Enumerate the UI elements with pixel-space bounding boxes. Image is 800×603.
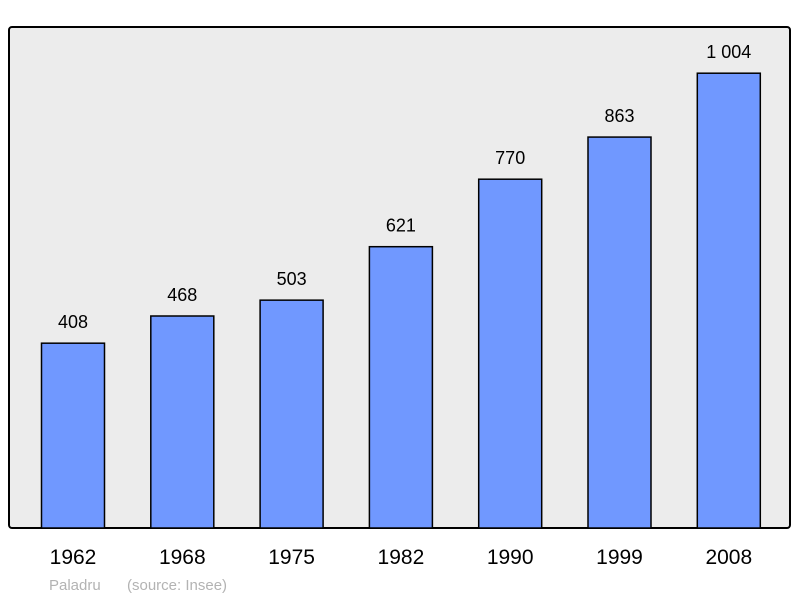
x-tick-label-2008: 2008 (705, 546, 752, 569)
bar-2008 (696, 72, 762, 529)
bar-1968 (150, 315, 215, 529)
caption-source: (source: Insee) (127, 577, 227, 594)
bar-1982 (368, 245, 434, 529)
x-tick-label-1999: 1999 (596, 546, 643, 569)
x-tick-label-1962: 1962 (50, 546, 97, 569)
x-tick-label-1990: 1990 (487, 546, 534, 569)
bar-1999 (587, 136, 652, 529)
x-tick-label-1975: 1975 (268, 546, 315, 569)
value-label-1962: 408 (58, 312, 88, 332)
x-tick-label-1968: 1968 (159, 546, 206, 569)
value-label-2008: 1 004 (706, 42, 751, 62)
value-label-1990: 770 (495, 148, 525, 168)
x-tick-label-1982: 1982 (378, 546, 425, 569)
bar-1990 (477, 178, 543, 529)
caption-place: Paladru (49, 577, 101, 594)
value-label-1982: 621 (386, 216, 416, 236)
value-label-1999: 863 (604, 106, 634, 126)
bar-1962 (40, 342, 106, 529)
value-label-1975: 503 (277, 269, 307, 289)
bar-1975 (259, 299, 324, 529)
value-label-1968: 468 (167, 285, 197, 305)
